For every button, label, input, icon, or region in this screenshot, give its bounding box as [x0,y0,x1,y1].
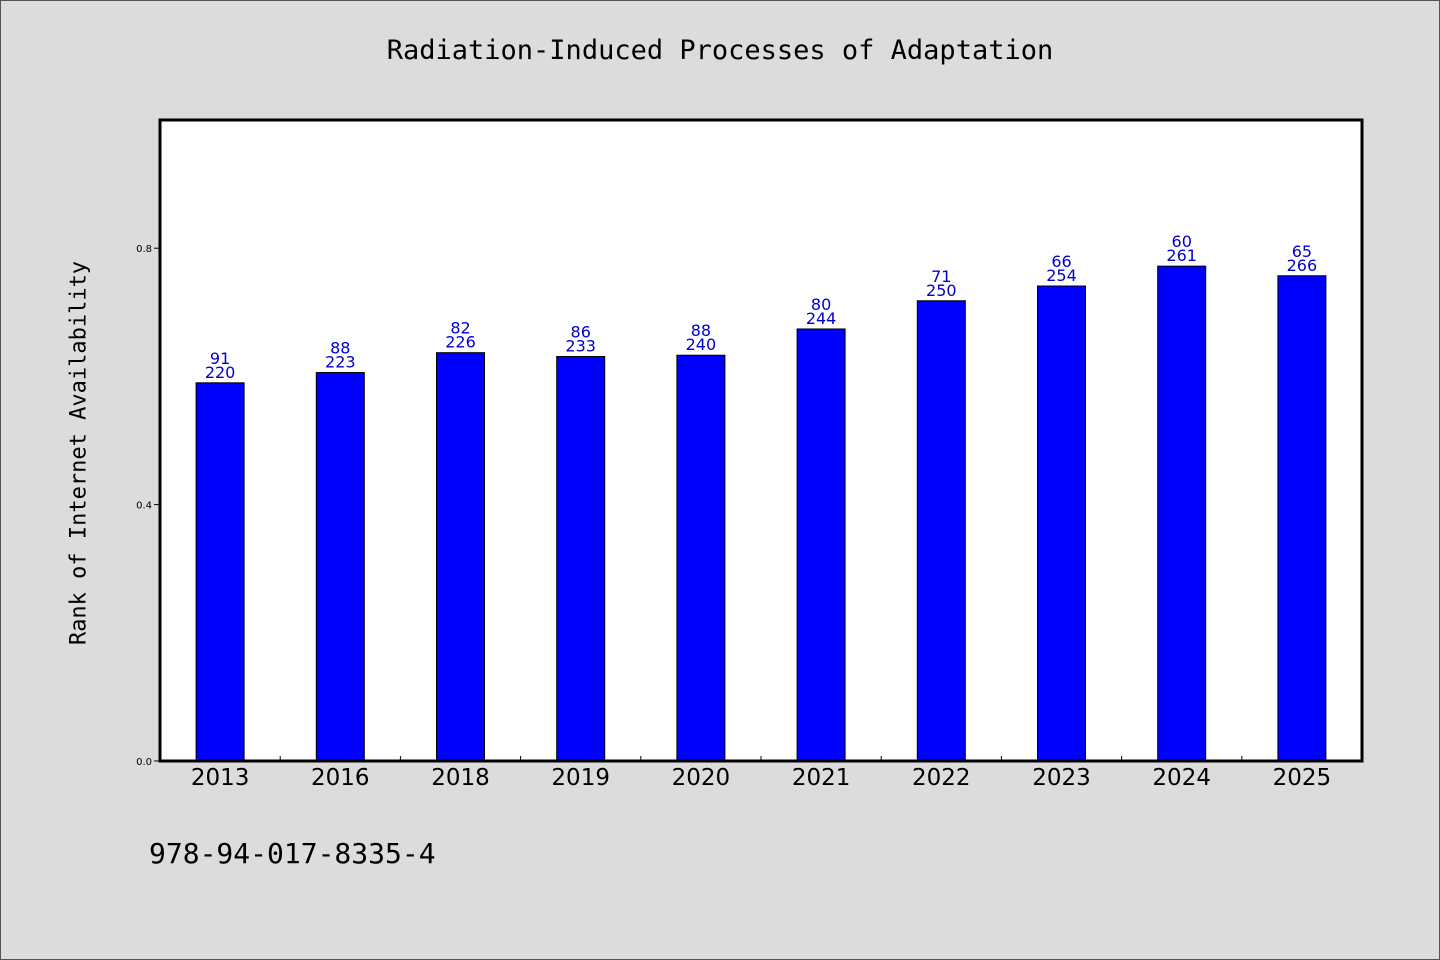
y-tick-label: 0.8 [136,244,152,255]
y-axis-ticks: 0.0 0.4 0.8 [136,244,160,768]
data-label-top-2016: 88 [330,339,350,358]
data-label-top-2025: 65 [1292,242,1312,261]
data-label-bottom-2016: 223 [325,353,356,372]
data-label-top-2023: 66 [1051,252,1071,271]
data-label-bottom-2020: 240 [686,335,717,354]
x-axis-ticks: 2013 2016 2018 2019 2020 2021 2022 2023 2024 2025 [191,756,1331,791]
y-tick-label: 0.0 [136,757,152,768]
data-label-top-2021: 80 [811,295,831,314]
x-tick-label-2018: 2018 [431,765,490,791]
bar-2024 [1157,265,1207,762]
x-tick-label-2022: 2022 [912,765,971,791]
bar-2019 [556,356,606,762]
y-tick-label: 0.4 [136,501,152,512]
data-label-bottom-2024: 261 [1166,246,1197,265]
bar-2018 [436,352,485,762]
bar-2013 [195,382,245,762]
x-tick-label-2019: 2019 [551,765,610,791]
data-label-bottom-2021: 244 [806,309,837,328]
data-label-bottom-2025: 266 [1287,256,1318,275]
x-tick-label-2013: 2013 [191,765,250,791]
data-label-bottom-2018: 226 [445,333,476,352]
isbn-footer: 978-94-017-8335-4 [149,837,436,870]
x-tick-label-2016: 2016 [311,765,370,791]
x-tick-label-2023: 2023 [1032,765,1091,791]
x-tick-label-2021: 2021 [792,765,851,791]
data-label-top-2018: 82 [450,319,470,338]
data-labels: 9122088223822268623388240802447125066254… [205,232,1317,382]
bar-2021 [796,328,846,762]
data-label-bottom-2013: 220 [205,363,236,382]
chart-title: Radiation-Induced Processes of Adaptatio… [386,35,1054,66]
x-tick-label-2025: 2025 [1273,765,1332,791]
x-tick-label-2024: 2024 [1152,765,1211,791]
bar-2023 [1037,285,1086,762]
data-label-top-2020: 88 [691,321,711,340]
bar-2020 [676,354,726,762]
data-label-bottom-2022: 250 [926,281,957,300]
data-label-bottom-2019: 233 [565,337,596,356]
data-label-bottom-2023: 254 [1046,266,1077,285]
data-label-top-2022: 71 [931,267,951,286]
data-label-top-2013: 91 [210,349,230,368]
bar-2022 [916,300,966,762]
bar-2025 [1277,275,1327,762]
x-tick-label-2020: 2020 [672,765,731,791]
bar-group [195,265,1327,762]
plot-frame [158,118,1364,763]
bar-2016 [315,372,365,762]
data-label-top-2024: 60 [1172,232,1192,251]
data-label-top-2019: 86 [571,323,591,342]
